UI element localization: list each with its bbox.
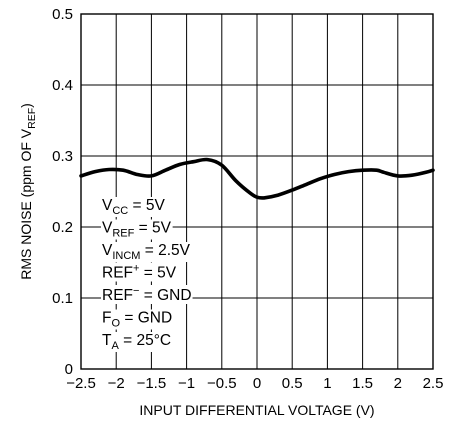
y-axis-title-main: RMS NOISE (ppm OF V	[18, 128, 34, 280]
x-tick-label: −2	[108, 375, 125, 392]
condition-line-2: VINCM = 2.5V	[102, 242, 191, 262]
x-tick-label: 1.5	[352, 375, 373, 392]
x-tick-label: −1	[178, 375, 195, 392]
x-tick-label: −1.5	[137, 375, 167, 392]
condition-bg	[101, 285, 193, 304]
condition-bg	[101, 219, 173, 240]
y-tick-label: 0.1	[52, 290, 73, 307]
condition-bg	[101, 242, 192, 262]
y-tick-label: 0.4	[52, 77, 73, 94]
y-axis-title-sub: REF	[26, 108, 38, 129]
condition-line-5: FO = GND	[102, 310, 172, 330]
x-tick-label: −0.5	[207, 375, 237, 392]
condition-line-1: VREF = 5V	[102, 220, 172, 240]
condition-line-4: REF− = GND	[102, 285, 192, 304]
y-tick-label: 0	[65, 361, 73, 378]
x-tick-labels: −2.5 −2 −1.5 −1 −0.5 0 0.5 1 1.5 2 2.5	[66, 375, 443, 392]
y-tick-label: 0.3	[52, 148, 73, 165]
y-tick-label: 0.2	[52, 219, 73, 236]
x-tick-label: −2.5	[66, 375, 96, 392]
x-tick-label: 1	[323, 375, 331, 392]
condition-line-6: TA = 25°C	[102, 332, 171, 352]
x-axis-title: INPUT DIFFERENTIAL VOLTAGE (V)	[139, 402, 374, 418]
condition-bg	[101, 197, 167, 217]
y-axis-title: RMS NOISE (ppm OF VREF)	[18, 103, 38, 280]
condition-bg	[101, 262, 178, 282]
x-tick-label: 0	[253, 375, 261, 392]
plot-frame	[80, 13, 434, 370]
condition-line-3: REF+ = 5V	[102, 263, 177, 282]
condition-bg	[101, 309, 174, 330]
y-axis-title-end: )	[18, 103, 34, 108]
x-tick-label: 2	[394, 375, 402, 392]
series-line-rms-noise	[79, 157, 435, 200]
condition-bg	[101, 332, 173, 352]
x-tick-label: 2.5	[423, 375, 444, 392]
y-tick-labels: 0 0.1 0.2 0.3 0.4 0.5	[52, 6, 73, 378]
y-tick-label: 0.5	[52, 6, 73, 23]
x-tick-label: 0.5	[282, 375, 303, 392]
condition-line-0: VCC = 5V	[102, 197, 166, 217]
